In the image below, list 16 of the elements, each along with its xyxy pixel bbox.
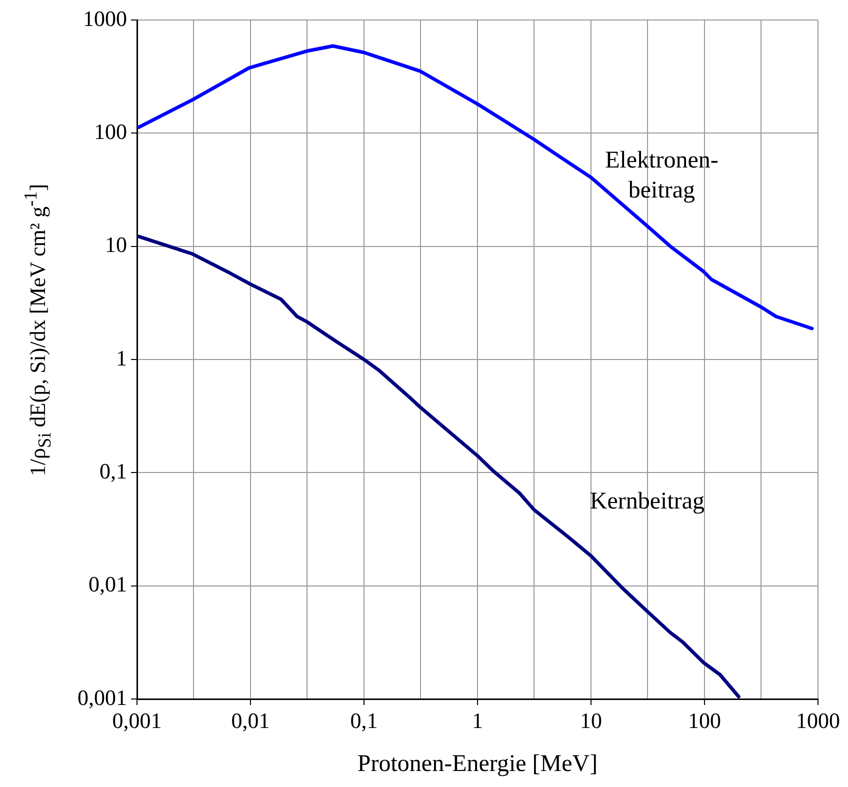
series-label: Kernbeitrag xyxy=(590,488,705,514)
x-tick-label: 1 xyxy=(472,708,483,733)
x-tick-label: 1000 xyxy=(796,708,840,733)
x-tick-label: 100 xyxy=(688,708,721,733)
x-axis-title: Protonen-Energie [MeV] xyxy=(357,750,598,777)
x-tick-label: 0,01 xyxy=(231,708,270,733)
y-tick-label: 10 xyxy=(105,232,127,258)
y-tick-label: 0,1 xyxy=(100,458,127,484)
y-tick-label: 0,01 xyxy=(88,572,127,597)
y-tick-label: 1000 xyxy=(83,6,127,31)
y-tick-label: 0,001 xyxy=(78,684,127,710)
x-tick-label: 10 xyxy=(580,708,602,733)
x-tick-label: 0,1 xyxy=(350,708,378,733)
series-label: Elektronen- beitrag xyxy=(605,148,718,204)
y-tick-label: 100 xyxy=(94,118,127,144)
y-tick-label: 1 xyxy=(116,345,127,370)
